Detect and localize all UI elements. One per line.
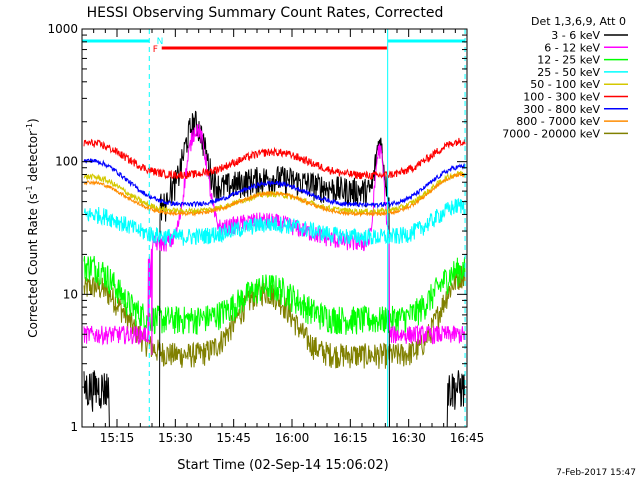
x-axis-label: Start Time (02-Sep-14 15:06:02) (177, 458, 388, 473)
y-axis-label: Corrected Count Rate (s-1 detector-1) (25, 118, 40, 337)
legend-title: Det 1,3,6,9, Att 0 (531, 15, 626, 28)
legend-label: 800 - 7000 keV (516, 115, 600, 128)
legend-label: 12 - 25 keV (537, 54, 600, 67)
flare-label: F (153, 45, 158, 55)
legend-label: 300 - 800 keV (523, 103, 600, 116)
series-layer (83, 110, 466, 428)
series-line-25to50keV (83, 197, 466, 247)
annotation-layer: NF (82, 29, 466, 427)
chart-title: HESSI Observing Summary Count Rates, Cor… (87, 5, 444, 21)
x-tick-label: 16:15 (333, 431, 368, 445)
plot-frame (81, 28, 468, 428)
x-tick-label: 15:30 (158, 431, 193, 445)
series-line-12to25keV (83, 255, 466, 335)
x-tick-label: 15:15 (100, 431, 135, 445)
x-tick-label: 16:00 (275, 431, 310, 445)
y-tick-label: 1000 (47, 22, 78, 36)
x-tick-label: 15:45 (216, 431, 251, 445)
night-label: N (157, 37, 164, 47)
legend-label: 100 - 300 keV (523, 91, 600, 104)
y-tick-label: 1 (70, 420, 78, 434)
series-line-100to300keV (83, 137, 466, 180)
series-line-3to6keV (83, 110, 466, 428)
legend-label: 6 - 12 keV (544, 41, 600, 54)
legend-label: 25 - 50 keV (537, 66, 600, 79)
legend-label: 50 - 100 keV (530, 78, 600, 91)
y-tick-label: 100 (55, 155, 78, 169)
series-line-800to7000keV (83, 172, 466, 218)
axis-ticks: 15:15 15:30 15:45 16:00 16:15 16:30 16:45 1 10 10… (47, 22, 484, 445)
y-tick-label: 10 (63, 287, 78, 301)
x-tick-label: 16:30 (391, 431, 426, 445)
legend-label: 7000 - 20000 keV (502, 127, 600, 140)
series-line-50to100keV (83, 170, 466, 216)
timestamp: 7-Feb-2017 15:47 (556, 468, 636, 478)
series-line-300to800keV (83, 158, 466, 209)
x-tick-label: 16:45 (450, 431, 485, 445)
legend-label: 3 - 6 keV (551, 29, 600, 42)
